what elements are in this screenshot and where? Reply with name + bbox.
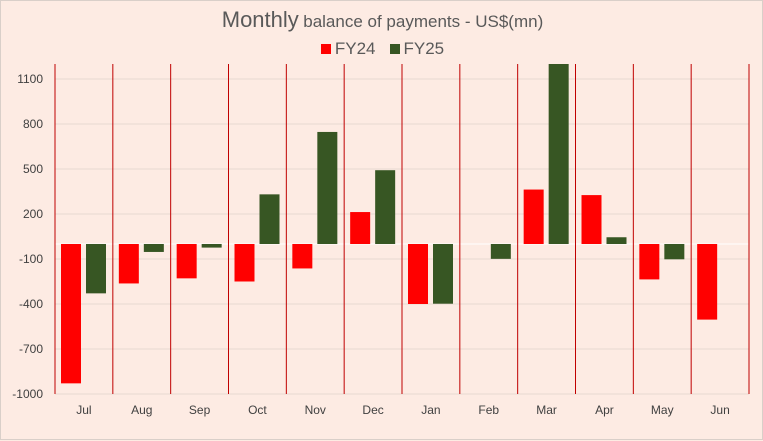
bar-fy25-may	[664, 244, 685, 260]
bar-fy25-sep	[201, 244, 222, 248]
x-tick-label: Jan	[421, 403, 440, 417]
bar-fy24-apr	[581, 195, 602, 244]
y-tick-label: 200	[23, 207, 43, 221]
bar-fy24-dec	[350, 212, 371, 244]
x-tick-label: Dec	[362, 403, 383, 417]
bar-fy24-jan	[408, 244, 428, 304]
x-tick-label: Oct	[248, 403, 267, 417]
bar-fy25-jan	[433, 244, 453, 304]
y-tick-label: 500	[23, 162, 43, 176]
legend-swatch-fy25	[389, 44, 400, 54]
bar-fy25-feb	[490, 244, 511, 259]
x-tick-label: Mar	[536, 403, 557, 417]
y-tick-label: -1000	[12, 387, 43, 401]
chart-title-main: Monthly	[221, 7, 299, 32]
y-tick-label: 1100	[17, 72, 43, 86]
y-tick-label: -100	[19, 252, 43, 266]
y-tick-label: 800	[23, 117, 43, 131]
bar-fy24-jun	[697, 244, 718, 320]
y-tick-label: -700	[19, 342, 43, 356]
bar-fy25-dec	[375, 170, 396, 244]
x-tick-label: Feb	[478, 403, 499, 417]
bar-fy25-nov	[317, 131, 338, 244]
legend-label-fy25: FY25	[403, 39, 445, 58]
x-tick-label: Apr	[595, 403, 614, 417]
bar-fy25-oct	[259, 194, 280, 244]
bar-fy25-mar	[548, 64, 569, 244]
bar-fy24-aug	[118, 244, 139, 284]
x-tick-label: Sep	[189, 403, 211, 417]
x-tick-label: Aug	[131, 403, 152, 417]
x-tick-label: May	[651, 403, 674, 417]
bar-fy24-nov	[292, 244, 313, 269]
legend-item-fy24: FY24	[320, 39, 376, 59]
bar-fy25-apr	[606, 237, 627, 244]
x-tick-label: Nov	[305, 403, 326, 417]
x-tick-label: Jul	[76, 403, 91, 417]
bar-fy25-jul	[86, 244, 106, 294]
legend-item-fy25: FY25	[389, 39, 445, 59]
chart-title: Monthly balance of payments - US$(mn)	[1, 7, 763, 33]
bar-fy24-jul	[61, 244, 81, 384]
bar-fy24-mar	[523, 189, 544, 244]
y-tick-label: -400	[19, 297, 43, 311]
bar-fy24-oct	[234, 244, 255, 282]
bar-fy24-sep	[176, 244, 197, 279]
chart-legend: FY24 FY25	[1, 39, 763, 59]
chart-title-rest: balance of payments - US$(mn)	[303, 12, 544, 31]
bar-fy25-aug	[143, 244, 164, 252]
legend-swatch-fy24	[320, 44, 331, 54]
bar-fy24-may	[639, 244, 660, 280]
x-tick-label: Jun	[710, 403, 729, 417]
legend-label-fy24: FY24	[334, 39, 376, 58]
